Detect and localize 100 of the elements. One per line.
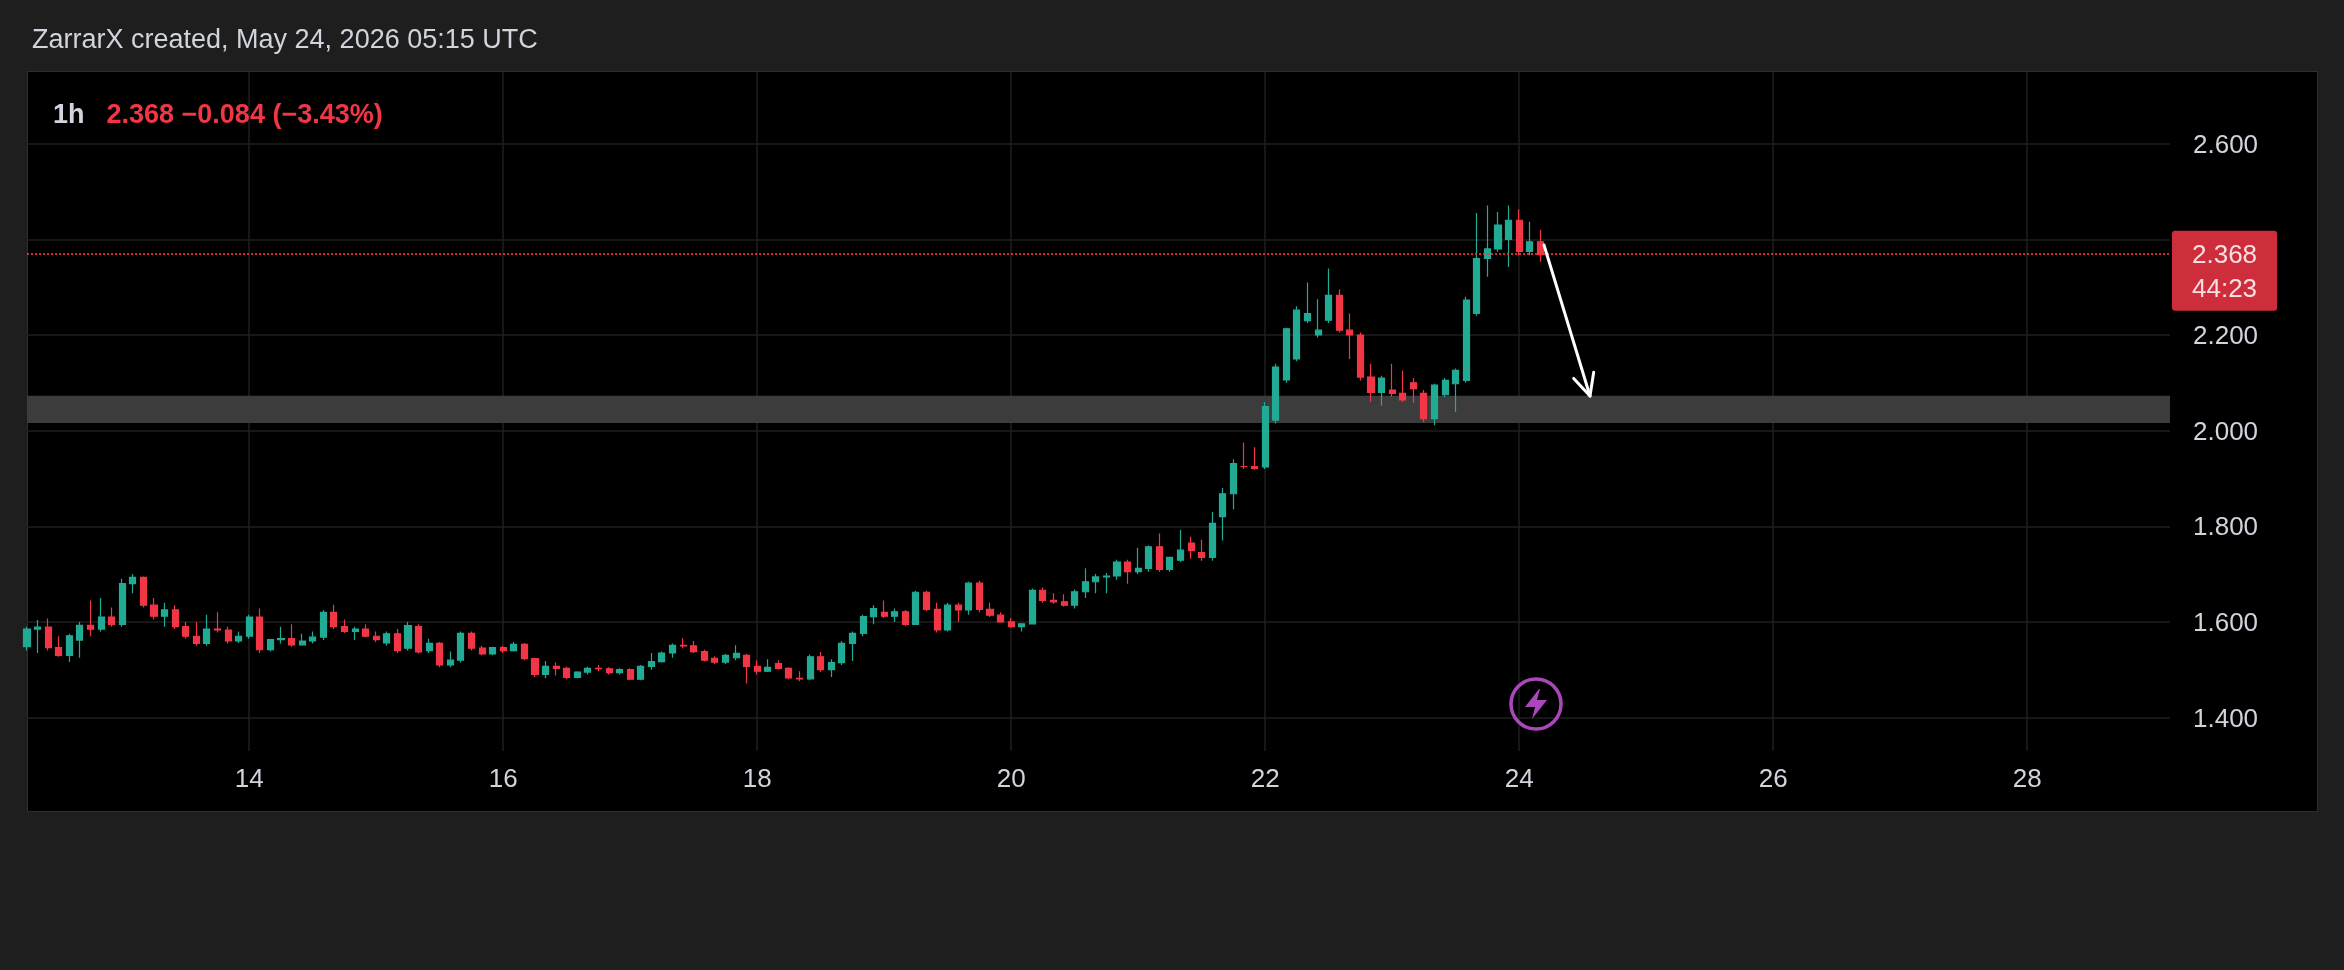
x-tick-label: 28 <box>2012 763 2042 793</box>
candlestick <box>1356 332 1365 382</box>
y-tick-label: 2.600 <box>2193 128 2259 159</box>
candlestick <box>1261 401 1270 470</box>
ref-line-label: 2.368 44:23 <box>2192 238 2258 303</box>
candlestick <box>1409 377 1418 404</box>
candlestick <box>806 653 815 681</box>
candlestick <box>562 666 571 680</box>
candlestick <box>1017 622 1026 633</box>
candlestick <box>869 604 878 625</box>
candlestick <box>742 653 751 685</box>
candlestick <box>732 644 741 661</box>
candlestick <box>276 626 286 645</box>
candlestick <box>1335 288 1344 334</box>
candlestick <box>530 657 540 678</box>
candlestick <box>1102 572 1111 594</box>
candlestick <box>488 646 497 656</box>
candlestick <box>605 666 614 676</box>
candlestick <box>975 580 984 613</box>
candlestick <box>1451 367 1460 413</box>
candlestick <box>657 650 666 664</box>
candlestick <box>784 666 793 680</box>
candlestick <box>1081 567 1090 599</box>
x-tick-label: 18 <box>742 763 772 793</box>
candlestick <box>319 609 328 641</box>
candlestick <box>213 611 222 634</box>
candlestick <box>1483 204 1492 278</box>
candlestick <box>456 630 465 664</box>
candlestick <box>1208 511 1217 562</box>
candlestick <box>1060 593 1069 608</box>
candlestick <box>97 597 106 633</box>
candlestick <box>33 619 42 654</box>
candlestick <box>1155 532 1164 573</box>
candlestick <box>922 590 931 612</box>
text: ZarrarX created, May 24, 2026 05:15 UTC <box>32 23 538 54</box>
candlestick <box>287 623 296 648</box>
candlestick <box>1324 267 1333 324</box>
candlestick <box>520 642 529 661</box>
candlestick <box>65 633 74 663</box>
candlestick <box>107 606 116 628</box>
candlestick <box>647 652 656 671</box>
candlestick <box>202 614 211 647</box>
candlestick <box>710 655 719 665</box>
candlestick <box>44 617 53 652</box>
candlestick <box>1049 592 1058 605</box>
candlestick <box>1504 204 1513 268</box>
text: 2.368 −0.084 (−3.43%) <box>106 98 383 129</box>
candlestick <box>1430 383 1439 426</box>
candlestick <box>1303 281 1312 324</box>
candlestick <box>128 573 137 594</box>
candlestick <box>583 666 592 676</box>
candlestick <box>224 626 233 645</box>
candlestick <box>171 604 180 630</box>
x-tick-label: 16 <box>488 763 518 793</box>
candlestick <box>541 660 550 679</box>
candlestick <box>679 637 688 649</box>
candlestick <box>1165 556 1174 573</box>
candlestick <box>308 630 317 645</box>
candlestick <box>414 623 423 655</box>
candlestick <box>181 621 190 640</box>
candlestick <box>1112 559 1122 581</box>
candlestick <box>795 670 804 682</box>
candlestick <box>75 621 84 659</box>
candlestick <box>160 602 169 628</box>
candlestick <box>901 609 910 627</box>
candlestick <box>753 659 762 676</box>
candlestick <box>403 621 413 652</box>
candlestick <box>351 626 360 641</box>
candlestick <box>509 641 518 653</box>
candlestick <box>763 658 772 673</box>
candlestick <box>192 621 201 647</box>
candlestick <box>1377 375 1386 407</box>
candlestick <box>446 650 455 668</box>
candlestick <box>1070 588 1079 610</box>
candlestick <box>1525 221 1534 256</box>
candlestick <box>954 602 963 623</box>
candlestick <box>1187 536 1196 560</box>
candlestick <box>1123 559 1132 585</box>
candlestick <box>1366 363 1376 403</box>
y-tick-label: 2.200 <box>2193 319 2259 350</box>
candlestick <box>1271 363 1280 425</box>
candlestick <box>298 633 307 647</box>
candlestick <box>1398 370 1407 403</box>
y-tick-label: 1.400 <box>2193 702 2259 733</box>
candlestick <box>1472 212 1481 317</box>
x-tick-label: 24 <box>1504 763 1534 793</box>
candlestick <box>266 638 275 653</box>
candlestick <box>1250 446 1259 471</box>
candlestick <box>700 649 709 663</box>
candlestick <box>636 664 645 681</box>
candlestick <box>393 628 402 654</box>
candlestick <box>361 623 370 638</box>
candlestick <box>774 659 783 671</box>
candlestick <box>255 607 264 654</box>
candlestick <box>859 614 868 637</box>
candlestick <box>382 630 391 647</box>
candlestick <box>996 611 1005 624</box>
x-tick-label: 20 <box>996 763 1026 793</box>
y-tick-label: 2.000 <box>2193 415 2259 446</box>
candlestick <box>668 642 677 659</box>
